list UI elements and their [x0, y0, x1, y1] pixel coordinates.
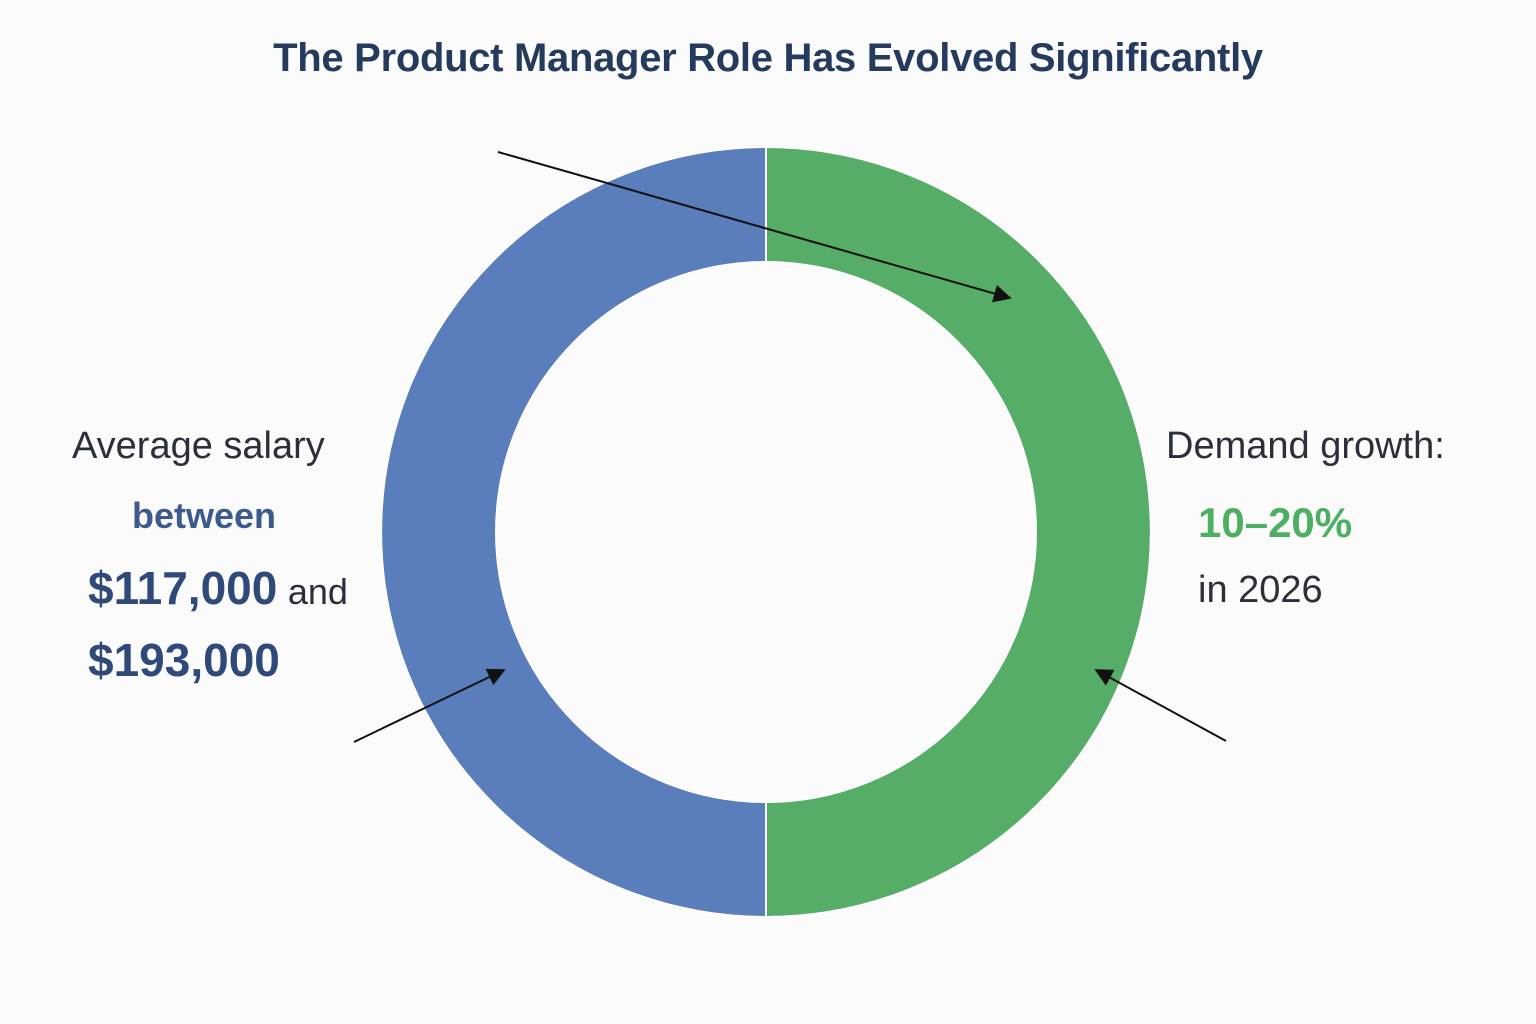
salary-arrow: [353, 668, 506, 743]
salary-label: Average salary: [72, 425, 325, 467]
demand-period: in 2026: [1198, 569, 1323, 611]
demand-label: Demand growth:: [1166, 425, 1445, 467]
salary-high: $193,000: [88, 634, 280, 686]
donut-slice-average-salary: [380, 145, 767, 919]
salary-and: and: [287, 571, 348, 612]
salary-between: between: [132, 495, 277, 536]
salary-low-line: $117,000 and: [88, 561, 348, 615]
top-arrow: [497, 151, 1012, 303]
salary-low: $117,000: [88, 562, 278, 614]
demand-arrow: [1094, 669, 1227, 742]
demand-range: 10–20%: [1198, 499, 1353, 546]
chart-title: The Product Manager Role Has Evolved Sig…: [273, 36, 1263, 80]
donut-slice-demand-growth: [765, 145, 1152, 919]
